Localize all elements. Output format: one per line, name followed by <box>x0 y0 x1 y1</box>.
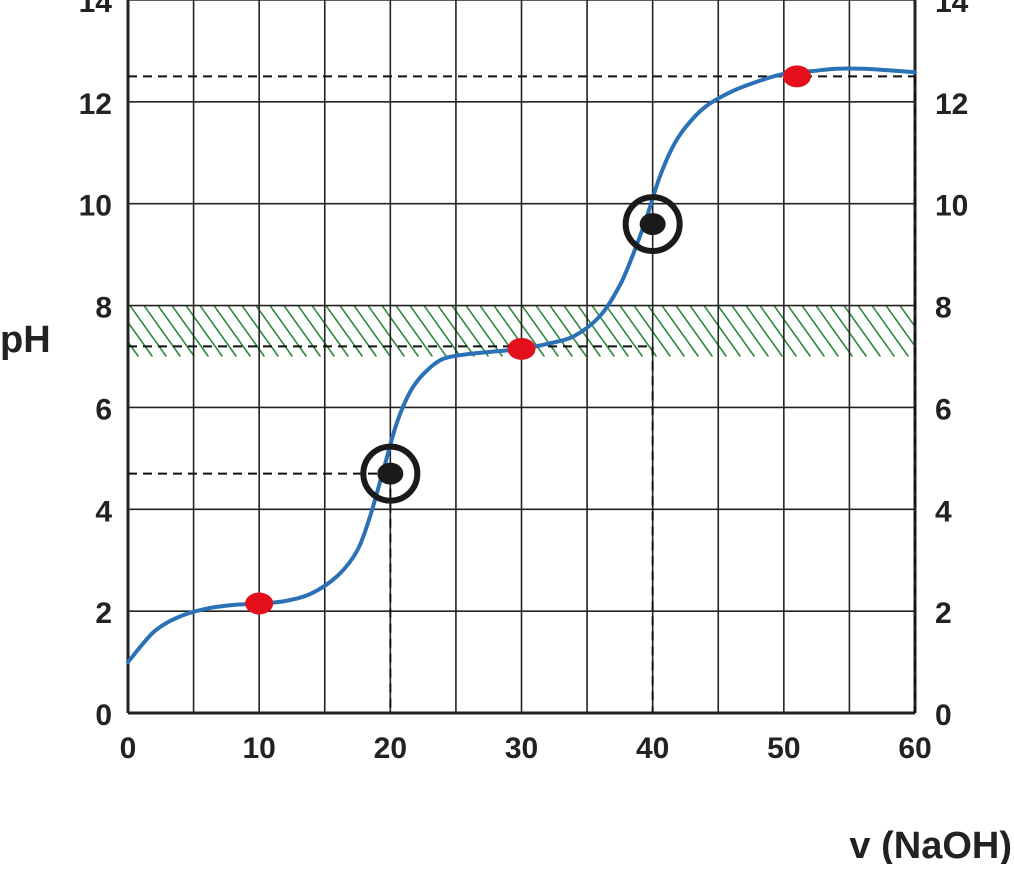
hatch-stroke <box>675 305 714 357</box>
hatch-stroke <box>353 305 392 357</box>
y-tick-label-right: 10 <box>935 190 968 223</box>
x-axis-label: v (NaOH) <box>849 825 1012 864</box>
hatch-stroke <box>591 305 630 357</box>
hatch-stroke <box>255 305 294 357</box>
hatch-stroke <box>127 321 154 357</box>
dark-point <box>377 462 404 485</box>
hatch-stroke <box>689 305 728 357</box>
hatch-stroke <box>129 305 168 357</box>
hatch-stroke <box>283 305 322 357</box>
hatch-stroke <box>801 305 840 357</box>
y-tick-label-left: 12 <box>79 88 112 121</box>
hatch-stroke <box>157 305 196 357</box>
dark-point <box>639 213 666 236</box>
hatch-stroke <box>549 305 588 357</box>
hatch-stroke <box>577 305 616 357</box>
hatch-stroke <box>773 305 812 357</box>
hatch-stroke <box>745 305 784 357</box>
y-tick-label-left: 4 <box>95 495 112 528</box>
point-ring <box>622 194 683 255</box>
hatch-stroke <box>171 305 210 357</box>
y-tick-label-right: 4 <box>935 495 952 528</box>
y-tick-label-right: 14 <box>935 0 969 19</box>
y-tick-label-right: 8 <box>935 292 952 325</box>
hatch-stroke <box>127 341 140 357</box>
hatch-stroke <box>717 305 756 357</box>
hatch-stroke <box>535 305 574 357</box>
hatch-stroke <box>185 305 224 357</box>
x-tick-label: 40 <box>636 732 669 765</box>
y-tick-label-left: 6 <box>95 393 112 426</box>
hatch-stroke <box>297 305 336 357</box>
point-ring <box>360 443 421 504</box>
hatch-stroke <box>661 305 700 357</box>
hatch-stroke <box>325 305 364 357</box>
x-tick-label: 60 <box>898 732 931 765</box>
hatch-stroke <box>787 305 826 357</box>
y-axis-label: pH <box>0 319 51 361</box>
hatch-stroke <box>759 305 798 357</box>
hatch-stroke <box>213 305 252 357</box>
red-point <box>782 65 811 88</box>
y-tick-label-left: 8 <box>95 292 112 325</box>
hatch-stroke <box>143 305 182 357</box>
hatch-stroke <box>703 305 742 357</box>
dashed-guides <box>128 75 916 713</box>
hatch-stroke <box>857 305 896 357</box>
x-tick-labels: 0 10 20 30 40 50 60 <box>120 732 932 765</box>
red-point <box>245 592 274 615</box>
y-tick-labels-left: 0 2 4 6 8 10 12 14 <box>79 0 113 732</box>
hatch-stroke <box>311 305 350 357</box>
hatch-stroke <box>647 305 686 357</box>
x-tick-label: 50 <box>767 732 800 765</box>
y-tick-label-right: 0 <box>935 699 952 732</box>
hatch-stroke <box>885 305 916 347</box>
x-tick-label: 10 <box>242 732 275 765</box>
y-tick-label-right: 6 <box>935 393 952 426</box>
hatch-stroke <box>815 305 854 357</box>
red-point <box>507 337 536 360</box>
hatch-stroke <box>507 305 546 357</box>
grid-lines <box>126 0 917 715</box>
y-tick-label-left: 10 <box>79 190 112 223</box>
hatch-stroke <box>465 305 504 357</box>
x-tick-label: 20 <box>374 732 407 765</box>
y-tick-label-right: 12 <box>935 88 968 121</box>
hatch-stroke <box>269 305 308 357</box>
hatch-stroke <box>423 305 462 357</box>
hatch-stroke <box>619 305 658 357</box>
y-tick-label-left: 0 <box>95 699 112 732</box>
y-tick-label-right: 2 <box>935 597 952 630</box>
x-tick-label: 0 <box>120 732 137 765</box>
hatch-stroke <box>227 305 266 357</box>
hatch-stroke <box>451 305 490 357</box>
hatch-stroke <box>731 305 770 357</box>
y-tick-label-left: 14 <box>79 0 113 19</box>
hatch-stroke <box>199 305 238 357</box>
hatch-stroke <box>381 305 420 357</box>
marker-group <box>245 65 811 615</box>
hatch-stroke <box>829 305 868 357</box>
hatch-stroke <box>241 305 280 357</box>
hatch-stroke <box>899 305 916 328</box>
hatch-stroke <box>367 305 406 357</box>
hatch-stroke <box>395 305 434 357</box>
hatch-stroke <box>605 305 644 357</box>
y-tick-labels-right: 0 2 4 6 8 10 12 14 <box>935 0 969 732</box>
hatch-stroke <box>871 305 910 357</box>
hatch-stroke <box>521 305 560 357</box>
hatch-stroke <box>409 305 448 357</box>
hatch-stroke <box>339 305 378 357</box>
x-tick-label: 30 <box>505 732 538 765</box>
y-tick-label-left: 2 <box>95 597 112 630</box>
